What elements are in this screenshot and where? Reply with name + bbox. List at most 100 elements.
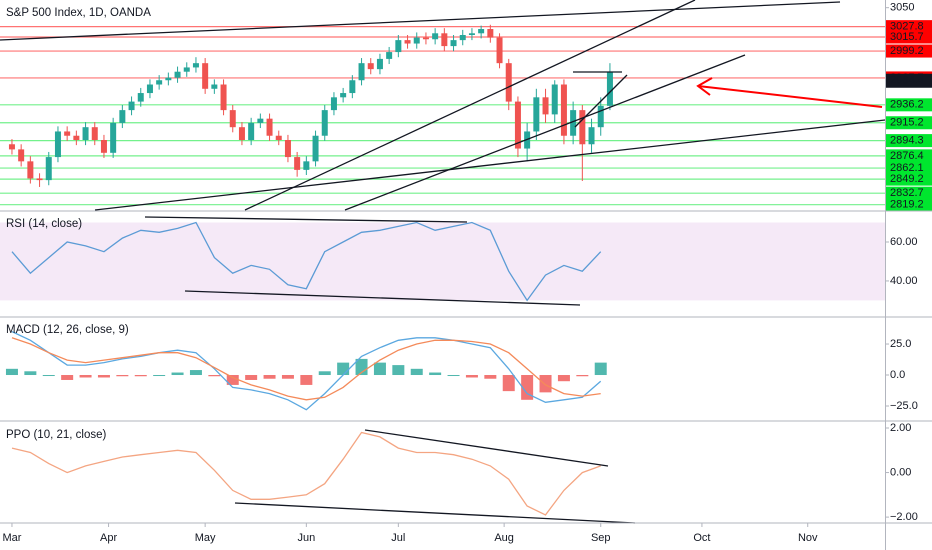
pane-title: PPO (10, 21, close)	[6, 429, 107, 441]
y-tick-label: 25.0	[890, 338, 911, 350]
candle-body	[8, 144, 15, 150]
candle-body	[533, 97, 540, 132]
candle-body	[468, 33, 475, 35]
rsi-band	[0, 222, 885, 301]
candle-body	[413, 37, 420, 44]
candle-body	[496, 37, 503, 64]
level-price-label: 2819.2	[890, 199, 924, 211]
level-price-tag	[886, 98, 932, 112]
level-price-label: 2936.2	[890, 99, 924, 111]
histogram-bar	[576, 375, 589, 377]
candle-body	[340, 93, 347, 98]
histogram-bar	[300, 375, 313, 385]
y-tick-label: 3050	[890, 2, 914, 14]
candle-body	[560, 84, 567, 136]
trend-line	[0, 1, 841, 41]
trend-line	[144, 216, 468, 223]
y-tick-label: 2.00	[890, 422, 911, 434]
level-price-tag	[886, 134, 932, 148]
candle-body	[459, 35, 466, 41]
x-tick-label: May	[195, 532, 216, 544]
indicator-line	[11, 221, 602, 302]
macd-line	[11, 331, 602, 411]
candle-body	[45, 157, 52, 181]
histogram-bar	[42, 375, 55, 377]
candle-body	[349, 80, 356, 94]
x-tick-label: Mar	[2, 532, 21, 544]
candle-body	[404, 40, 411, 44]
trend-line	[364, 429, 609, 467]
candle-body	[165, 77, 172, 81]
level-price-tag	[886, 161, 932, 175]
candle-body	[100, 140, 107, 153]
trend-line	[94, 119, 886, 211]
level-price-label: 2832.7	[890, 187, 924, 199]
y-tick-label: −2.00	[890, 511, 918, 523]
x-tick-label: Jul	[391, 532, 405, 544]
histogram-bar	[24, 371, 37, 376]
histogram-bar	[245, 375, 258, 380]
histogram-bar	[134, 375, 147, 377]
level-price-label: 2849.2	[890, 173, 924, 185]
candle-body	[220, 84, 227, 111]
candle-body	[330, 97, 337, 111]
red-arrow	[696, 77, 883, 108]
y-tick-label: 0.0	[890, 369, 905, 381]
candle-body	[432, 33, 439, 40]
histogram-bar	[447, 375, 460, 377]
level-price-label: 2876.4	[890, 150, 924, 162]
histogram-bar	[153, 375, 166, 377]
candle-body	[478, 29, 485, 34]
candle-body	[441, 33, 448, 47]
candle-body	[119, 110, 126, 123]
trend-line	[184, 290, 581, 306]
candle-body	[36, 178, 43, 181]
histogram-bar	[539, 375, 552, 393]
candle-body	[183, 67, 190, 72]
candle-body	[146, 84, 153, 94]
y-tick-label: 60.00	[890, 236, 918, 248]
candle-body	[275, 135, 282, 140]
candle-body	[238, 127, 245, 140]
candle-body	[18, 149, 25, 162]
candle-body	[588, 127, 595, 145]
level-price-tag	[886, 186, 932, 200]
trend-line	[234, 502, 636, 524]
candle-body	[202, 63, 209, 89]
level-price-label: 2999.2	[890, 45, 924, 57]
candle-body	[82, 127, 89, 140]
histogram-bar	[429, 372, 442, 376]
y-tick-label: −25.0	[890, 400, 918, 412]
histogram-bar	[410, 368, 423, 376]
candle-body	[73, 135, 80, 140]
candle-body	[128, 101, 135, 111]
candle-body	[606, 71, 613, 106]
x-tick-label: Aug	[494, 532, 514, 544]
candle-body	[386, 52, 393, 59]
chart-title: S&P 500 Index, 1D, OANDA	[6, 7, 151, 19]
arrow-shaft	[697, 85, 883, 108]
trend-line	[344, 54, 746, 211]
histogram-bar	[337, 362, 350, 376]
candle-body	[110, 122, 117, 153]
candle-body	[376, 58, 383, 70]
candle-body	[367, 63, 374, 70]
signal-line	[11, 337, 601, 401]
x-tick-label: Jun	[297, 532, 315, 544]
histogram-bar	[281, 375, 294, 379]
candle-body	[542, 97, 549, 115]
histogram-bar	[502, 375, 515, 392]
histogram-bar	[594, 362, 607, 376]
pane-title: RSI (14, close)	[6, 218, 82, 230]
level-price-label: 2915.2	[890, 117, 924, 129]
candle-body	[54, 131, 61, 158]
histogram-bar	[373, 362, 386, 376]
candle-body	[248, 122, 255, 140]
candle-body	[91, 127, 98, 140]
candle-body	[570, 110, 577, 136]
candle-body	[487, 29, 494, 38]
histogram-bar	[5, 368, 18, 376]
